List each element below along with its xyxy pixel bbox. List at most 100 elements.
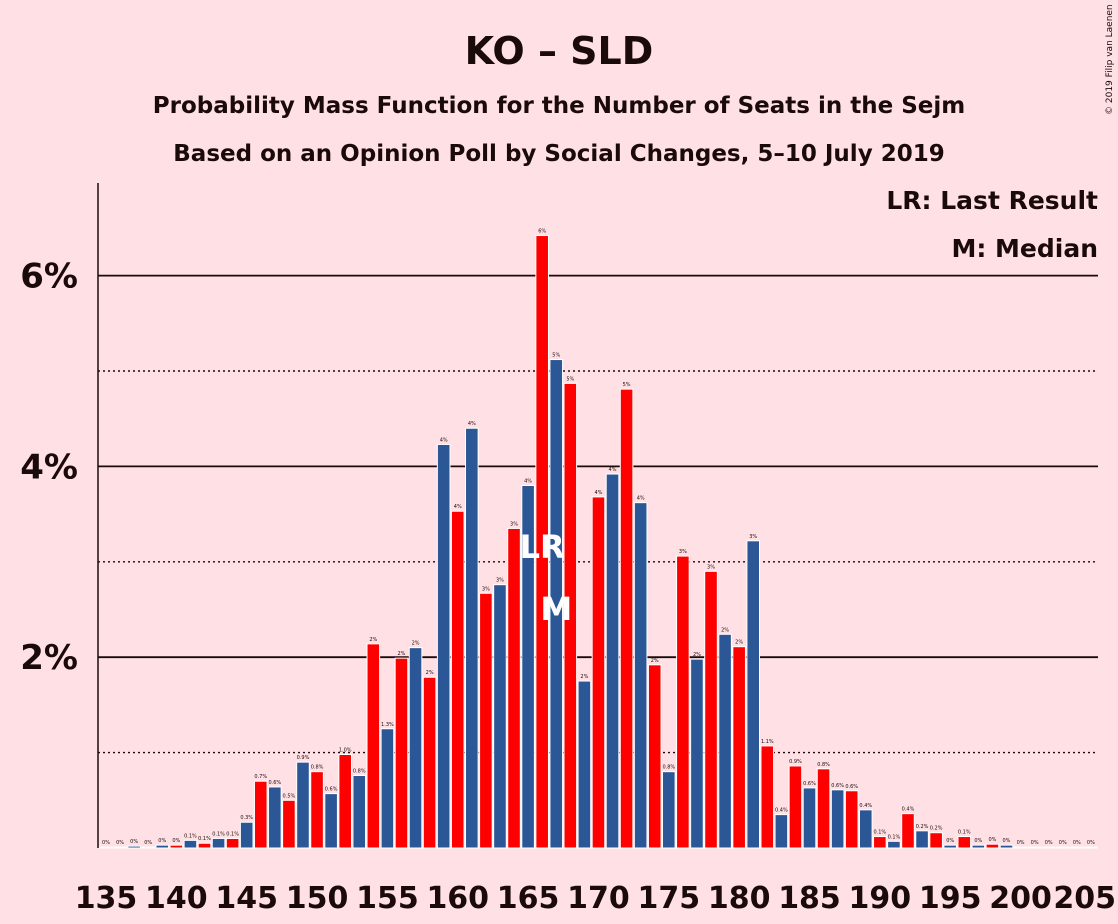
bar-label-seat-198: 0% [988,837,996,843]
bar-seat-148 [282,799,296,849]
bar-label-seat-165: 4% [524,478,532,484]
median-marker: M [540,590,572,628]
bar-labels: 0% 0% 0% 0% 0% 0%0.1% 0.1%0.1% 0.1%0.3%0.7%0.6%… [102,229,1095,847]
bar-label-seat-163: 3% [496,578,504,584]
x-tick-label: 145 [215,881,278,916]
bar-seat-141 [183,839,198,849]
bar-seat-195 [943,844,958,849]
bar-seat-161 [465,427,479,849]
bar-label-seat-197: 0% [974,838,982,844]
bar-label-seat-183: 0.4% [775,808,788,814]
bar-label-seat-158: 2% [426,670,434,676]
bar-seat-149 [296,761,310,849]
bar-label-seat-138: 0% [144,840,152,846]
y-tick-label: 4% [20,447,78,487]
bar-seat-199 [999,844,1014,849]
bar-label-seat-193: 0.2% [916,824,929,830]
bar-seat-139 [155,844,170,849]
bar-label-seat-172: 5% [623,382,631,388]
bar-label-seat-202: 0% [1045,840,1053,846]
bar-seat-156 [394,657,409,849]
bar-label-seat-204: 0% [1073,840,1081,846]
bar-seat-147 [268,786,282,849]
bar-seat-171 [605,473,620,849]
bar-label-seat-154: 2% [369,637,377,643]
bar-seat-140 [169,844,184,849]
bar-seat-157 [408,647,423,849]
bar-label-seat-137: 0% [130,839,138,845]
bar-seat-181 [746,540,761,849]
bar-seat-144 [225,837,240,849]
bar-seat-143 [211,837,226,849]
bar-label-seat-200: 0% [1017,840,1025,846]
bar-seat-154 [366,643,381,849]
legend-median: M: Median [951,234,1098,263]
bar-label-seat-203: 0% [1059,840,1067,846]
bar-seat-202 [1041,846,1056,849]
bar-label-seat-147: 0.6% [268,780,281,786]
bar-seat-135 [99,846,113,849]
bar-label-seat-174: 2% [651,658,659,664]
bar-label-seat-153: 0.8% [353,768,366,774]
y-tick-label: 6% [20,257,78,297]
bar-label-seat-171: 4% [609,467,617,473]
bar-seat-177 [690,658,704,849]
bar-seat-136 [113,846,127,849]
x-tick-label: 160 [426,881,489,916]
bar-label-seat-135: 0% [102,840,110,846]
bar-label-seat-144: 0.1% [226,831,239,837]
bar-seat-137 [127,845,141,849]
bar-label-seat-169: 2% [580,674,588,680]
bar-seat-191 [887,840,901,849]
bar-seat-178 [704,570,718,849]
bar-seat-183 [774,814,789,849]
bar-label-seat-157: 2% [412,641,420,647]
bar-seat-173 [633,502,648,849]
bar-seat-196 [957,836,972,849]
bar-label-seat-166: 6% [538,229,546,235]
bar-seat-142 [197,842,212,849]
bar-seat-194 [929,832,943,849]
bar-label-seat-162: 3% [482,586,490,592]
bar-seat-165 [521,484,535,849]
x-tick-label: 140 [145,881,208,916]
bar-seat-205 [1084,846,1098,849]
bar-seat-204 [1070,846,1084,849]
x-tick-label: 195 [919,881,982,916]
bar-seat-168 [563,382,578,849]
bar-label-seat-195: 0% [946,838,954,844]
bar-seat-184 [788,765,803,849]
bar-label-seat-175: 0.8% [662,765,675,771]
bar-seat-164 [507,527,521,849]
bar-seat-201 [1027,846,1042,849]
bar-label-seat-146: 0.7% [254,774,267,780]
bar-seat-172 [619,388,634,849]
bar-label-seat-184: 0.9% [789,759,802,765]
last-result-marker: LR [520,528,565,566]
x-tick-label: 155 [356,881,419,916]
bar-label-seat-150: 0.8% [311,765,324,771]
x-axis-ticks: 135 140 145 150 155 160 165 170 175 180 185 190 195 2… [75,881,1116,916]
x-tick-label: 205 [1053,881,1116,916]
bar-seat-180 [732,646,746,849]
bar-seat-167 [549,359,564,849]
bar-label-seat-205: 0% [1087,840,1095,846]
bar-seat-197 [971,844,986,849]
bar-label-seat-167: 5% [552,353,560,359]
bar-seat-182 [760,745,775,849]
bar-seat-150 [310,771,324,849]
bar-label-seat-145: 0.3% [240,815,253,821]
bar-seat-198 [985,843,1000,849]
bar-label-seat-189: 0.4% [859,803,872,809]
bar-label-seat-186: 0.8% [817,762,830,768]
bar-seat-158 [422,676,437,849]
x-tick-label: 135 [75,881,138,916]
bar-label-seat-199: 0% [1003,838,1011,844]
bar-label-seat-141: 0.1% [184,833,197,839]
x-tick-label: 180 [708,881,771,916]
bar-seat-174 [647,664,662,849]
bar-seat-151 [324,793,338,849]
chart-subtitle-1: Probability Mass Function for the Number… [153,93,965,119]
bar-seat-192 [901,813,915,849]
bar-label-seat-192: 0.4% [902,807,915,813]
